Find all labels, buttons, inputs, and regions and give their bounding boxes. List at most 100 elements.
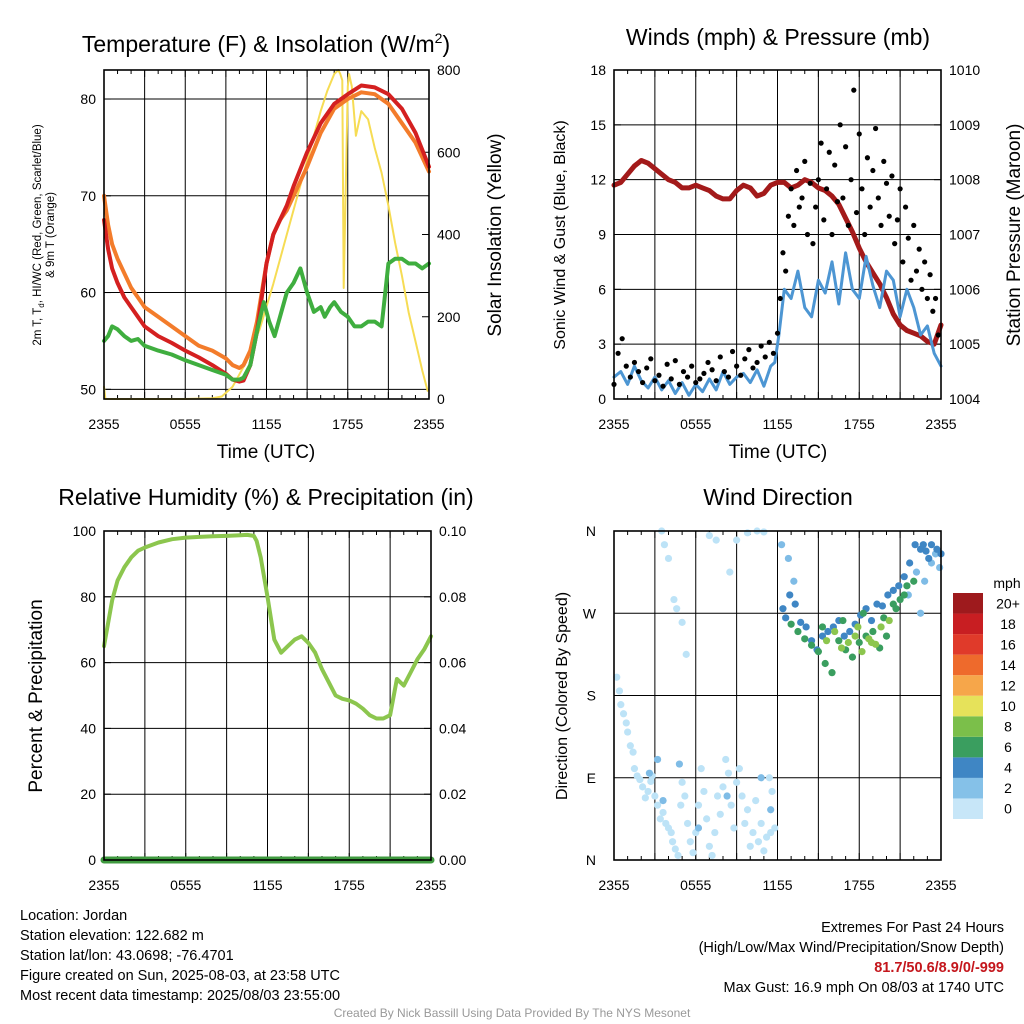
gust-point <box>908 277 914 283</box>
wind-direction-point <box>777 541 786 549</box>
gust-point <box>738 372 744 378</box>
gust-point <box>810 241 816 247</box>
precip-ytick-label: 0.08 <box>439 589 466 605</box>
wind-direction-point <box>724 769 733 777</box>
wind-direction-point <box>910 577 918 585</box>
gust-point <box>924 295 930 302</box>
wind-direction-point <box>619 710 628 718</box>
wind-direction-point <box>678 778 686 786</box>
gust-point <box>644 365 650 371</box>
winds-ytick-label: 9 <box>598 227 606 243</box>
winddir-ytick-label: N <box>586 852 596 868</box>
colorbar-label: mph <box>993 575 1020 591</box>
winds-title: Winds (mph) & Pressure (mb) <box>626 24 930 50</box>
temperature-panel: Temperature (F) & Insolation (W/m2) Time… <box>32 30 506 463</box>
gust-point <box>894 217 901 223</box>
wind-direction-point <box>835 637 843 645</box>
temp-axes: 2355 0555 1155 1755 2355 <box>88 70 445 432</box>
gust-point <box>793 167 800 174</box>
gust-point <box>701 370 707 377</box>
wind-direction-ylabel: Direction (Colored By Speed) <box>554 592 571 800</box>
precip-yaxis: 0.00 0.02 0.04 0.06 0.08 0.10 <box>424 523 466 868</box>
wind-direction-point <box>757 774 765 782</box>
gust-point <box>902 204 909 210</box>
wind-direction-point <box>705 531 713 540</box>
wind-direction-point <box>831 627 839 636</box>
gust-point <box>635 368 642 375</box>
wind-direction-point <box>844 638 852 647</box>
gust-point <box>742 356 748 362</box>
rh-ytick-label: 60 <box>80 655 96 671</box>
wind-direction-point <box>757 819 765 828</box>
wind-direction-point <box>760 847 768 855</box>
pressure-yaxis-right: 1004 1005 1006 1007 1008 1009 1010 <box>934 62 980 407</box>
gust-point <box>867 204 873 210</box>
wind-direction-point <box>854 623 862 631</box>
wind-direction-point <box>760 528 768 536</box>
wind-direction-point <box>700 787 708 796</box>
pressure-ytick-label: 1006 <box>949 281 980 297</box>
rh-ytick-label: 0 <box>88 852 96 868</box>
wind-direction-point <box>636 775 644 784</box>
colorbar-swatch <box>953 798 983 819</box>
gust-point <box>932 295 939 302</box>
colorbar-level-label: 12 <box>1000 677 1016 693</box>
colorbar-swatch <box>953 716 983 737</box>
wind-direction-point <box>705 842 713 850</box>
wind-direction-point <box>906 559 914 567</box>
wind-direction-point <box>727 801 735 809</box>
wind-direction-point <box>768 787 776 796</box>
gust-point <box>777 295 783 302</box>
wind-direction-point <box>689 849 697 857</box>
winds-ytick-label: 18 <box>590 62 606 78</box>
temp-ytick-label: 50 <box>80 381 96 397</box>
rh-xtick-label: 0555 <box>170 877 201 893</box>
wind-direction-point <box>846 627 854 636</box>
winddir-ytick-label: N <box>586 523 596 539</box>
wind-direction-point <box>840 632 848 640</box>
humidity-panel: Relative Humidity (%) & Precipitation (i… <box>26 484 474 793</box>
rh-ytick-label: 20 <box>80 786 96 802</box>
insolation-ytick-label: 400 <box>437 227 461 243</box>
gust-point <box>734 363 740 369</box>
winds-xtick-label: 2355 <box>598 416 629 432</box>
extremes-legend: (High/Low/Max Wind/Precipitation/Snow De… <box>698 940 1004 956</box>
max-gust-text: Max Gust: 16.9 mph On 08/03 at 1740 UTC <box>723 980 1004 996</box>
wind-direction-point <box>767 828 775 837</box>
wind-direction-point <box>900 591 908 599</box>
temp-ytick-label: 70 <box>80 188 96 204</box>
colorbar-swatch <box>953 695 983 717</box>
insolation-yaxis-right: 0 200 400 600 800 <box>422 62 461 407</box>
wind-direction-point <box>807 641 816 649</box>
gust-point <box>883 180 890 186</box>
gust-point <box>705 359 711 366</box>
gust-point <box>684 374 691 380</box>
gust-point <box>843 144 849 150</box>
pressure-ylabel: Station Pressure (Maroon) <box>1004 124 1024 347</box>
gust-point <box>862 231 868 238</box>
extremes-values: 81.7/50.6/8.9/0/-999 <box>874 960 1004 976</box>
gust-point <box>834 199 841 205</box>
wind-direction-point <box>617 701 625 709</box>
gust-point <box>623 363 629 369</box>
wind-direction-point <box>885 616 893 625</box>
gust-point <box>780 250 786 256</box>
wind-direction-point <box>919 541 927 549</box>
recent-text: Most recent data timestamp: 2025/08/03 2… <box>20 988 341 1004</box>
extremes-info: Extremes For Past 24 Hours (High/Low/Max… <box>699 918 1004 998</box>
wind-direction-point <box>814 648 822 656</box>
wind-direction-point <box>892 605 900 613</box>
gust-point <box>627 374 633 380</box>
wind-direction-point <box>851 632 859 640</box>
temp-xtick-label: 1755 <box>332 416 363 432</box>
gust-point <box>905 235 911 241</box>
colorbar-level-label: 18 <box>1000 616 1016 632</box>
wind-direction-point <box>927 541 936 549</box>
temp-ytick-label: 60 <box>80 285 96 301</box>
wind-direction-point <box>667 828 675 837</box>
gust-point <box>875 195 881 201</box>
wind-direction-point <box>797 618 805 626</box>
insolation-ylabel: Solar Insolation (Yellow) <box>485 133 506 336</box>
precip-ytick-label: 0.02 <box>439 786 466 802</box>
pressure-line <box>611 158 944 347</box>
